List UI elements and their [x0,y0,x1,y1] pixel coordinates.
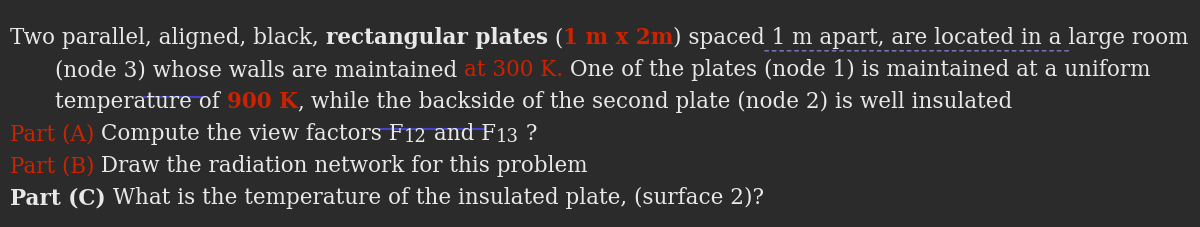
Text: Part (A): Part (A) [10,123,95,145]
Text: Draw the radiation network for this problem: Draw the radiation network for this prob… [95,155,588,177]
Text: (node 3) whose walls are maintained: (node 3) whose walls are maintained [55,59,464,81]
Text: (: ( [547,27,563,49]
Text: rectangular plates: rectangular plates [325,27,547,49]
Text: ) spaced 1 m apart, are located in a large room: ) spaced 1 m apart, are located in a lar… [673,27,1189,49]
Text: while the backside of the second plate (node 2) is well insulated: while the backside of the second plate (… [305,91,1013,113]
Text: Two parallel, aligned, black,: Two parallel, aligned, black, [10,27,325,49]
Text: 1 m x 2m: 1 m x 2m [563,27,673,49]
Text: at 300 K.: at 300 K. [464,59,563,81]
Text: and F: and F [427,123,496,145]
Text: 12: 12 [404,128,427,146]
Text: One of the plates (node 1) is maintained at a uniform: One of the plates (node 1) is maintained… [563,59,1151,81]
Text: Part (B): Part (B) [10,155,95,177]
Text: ?: ? [518,123,538,145]
Text: 900 K: 900 K [227,91,298,113]
Text: Part (C): Part (C) [10,187,106,209]
Text: Compute the view factors F: Compute the view factors F [95,123,404,145]
Text: What is the temperature of the insulated plate, (surface 2)?: What is the temperature of the insulated… [106,187,763,209]
Text: ,: , [298,91,305,113]
Text: 13: 13 [496,128,518,146]
Text: temperature of: temperature of [55,91,227,113]
